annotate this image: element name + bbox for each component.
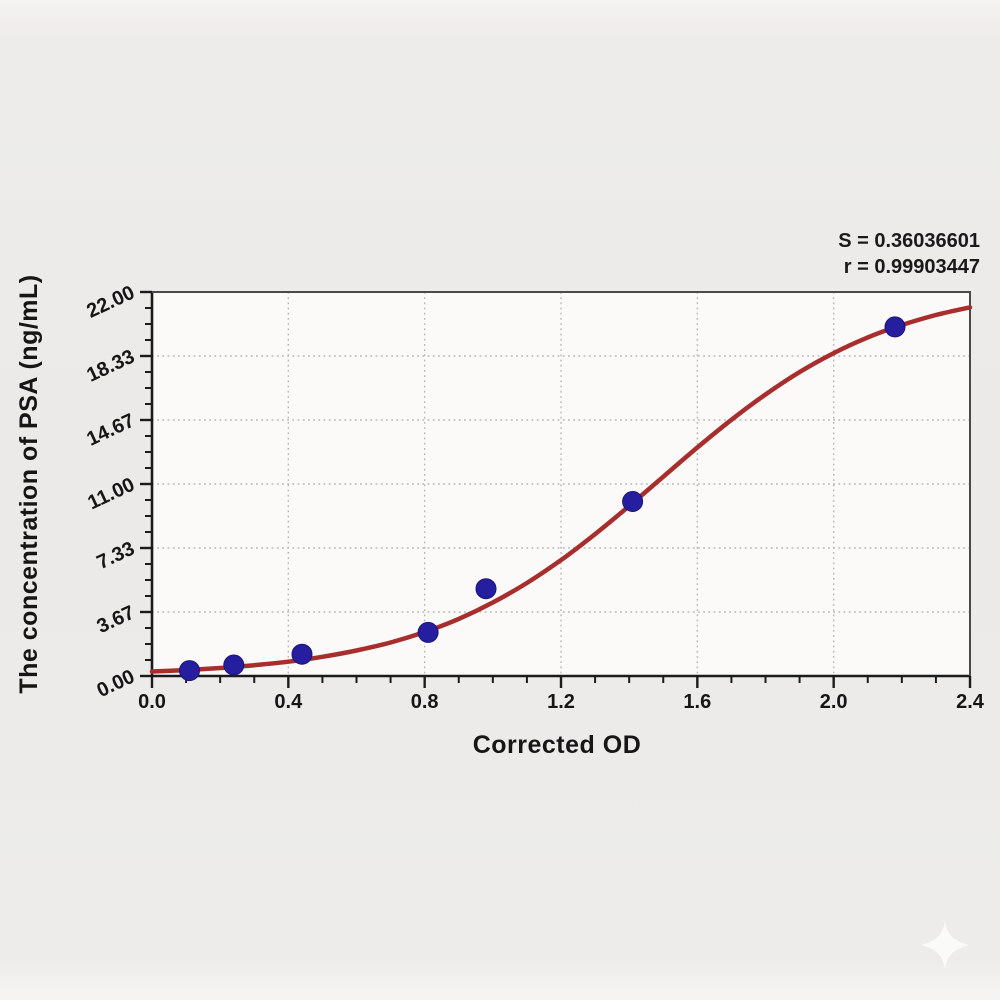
data-point — [291, 643, 313, 665]
data-point — [884, 316, 906, 338]
axis-ticks — [140, 290, 972, 688]
x-axis-label: Corrected OD — [473, 731, 642, 759]
data-point — [179, 660, 200, 682]
data-point — [475, 578, 497, 600]
x-tick-label: 2.4 — [956, 691, 985, 713]
x-tick-label: 0.8 — [411, 691, 439, 713]
y-tick-label: 22.00 — [83, 282, 138, 323]
y-tick-label: 3.67 — [94, 602, 139, 638]
annotation-r-value: r = 0.99903447 — [844, 256, 980, 278]
gridlines — [152, 292, 970, 676]
x-tick-label: 0.4 — [274, 691, 303, 713]
annotation-s-value: S = 0.36036601 — [838, 230, 980, 252]
x-tick-label: 1.6 — [683, 691, 711, 713]
fit-curve-line — [149, 305, 973, 674]
x-tick-label: 0.0 — [138, 691, 166, 713]
x-tick-label: 1.2 — [547, 691, 575, 713]
y-tick-label: 0.00 — [94, 666, 139, 702]
data-point — [417, 621, 439, 643]
y-tick-label: 14.67 — [83, 410, 138, 451]
y-tick-label: 7.33 — [94, 538, 139, 574]
data-points — [179, 316, 906, 682]
x-tick-label: 2.0 — [820, 691, 848, 713]
y-tick-label: 18.33 — [83, 346, 138, 387]
data-point — [223, 654, 245, 676]
y-tick-label: 11.00 — [84, 474, 138, 515]
data-point — [622, 491, 644, 512]
y-axis-label: The concentration of PSA (ng/mL) — [15, 274, 43, 693]
sparkle-watermark-icon — [921, 921, 969, 969]
